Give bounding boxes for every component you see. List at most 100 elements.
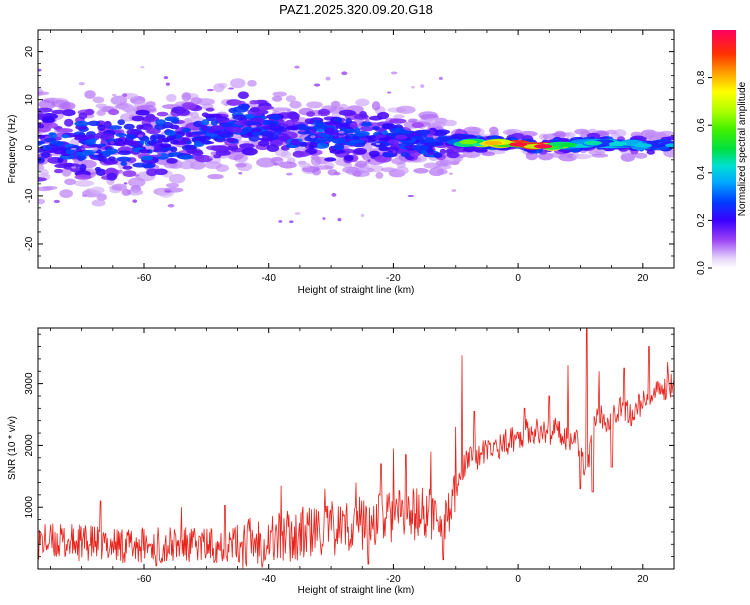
spectrogram-cell: [306, 101, 323, 109]
spectrogram-cell: [204, 161, 222, 170]
spectrogram-speck: [338, 130, 345, 134]
spectrogram-speck: [375, 142, 381, 145]
spectrogram-cell: [53, 148, 64, 155]
spectrogram-peak: [534, 144, 553, 149]
spectrogram-speck: [299, 129, 306, 133]
spectrogram-cell: [38, 157, 45, 164]
spectrogram-cell: [40, 122, 58, 129]
spectrogram-cell: [443, 119, 457, 127]
spectrogram-cell: [59, 189, 73, 199]
spectrogram-cell: [122, 165, 133, 170]
spectrogram-cell: [251, 131, 264, 136]
y-tick-label: 10: [24, 94, 35, 106]
spectrogram-cell: [38, 107, 53, 113]
snr-frame: [37, 327, 675, 570]
spectrogram-cell: [377, 111, 390, 120]
spectrogram-speck: [228, 87, 234, 90]
spectrogram-cell: [116, 156, 132, 162]
spectrogram-speck: [333, 171, 341, 176]
spectrogram-cell: [450, 133, 467, 140]
spectrogram-cell: [84, 90, 96, 99]
y-tick-label: -20: [24, 236, 35, 251]
spectrogram-cell: [278, 161, 297, 169]
spectrogram-cell: [155, 119, 167, 126]
spectrogram-cell: [634, 152, 648, 159]
spectrogram-cell: [235, 162, 247, 168]
spectrogram-cell: [54, 168, 63, 174]
spectrogram-cell: [166, 158, 178, 164]
spectrogram-cell: [136, 124, 144, 130]
spectrogram-cell: [333, 144, 345, 151]
colorbar: 0.0 0.2 0.4 0.6 0.8 Normalized spectral ampl…: [696, 30, 748, 275]
snr-x-ticks: -60 -40 -20 0 20: [50, 328, 675, 585]
spectrogram-cell: [296, 151, 310, 158]
spectrogram-cell: [108, 156, 116, 161]
spectrogram-cell: [342, 166, 360, 174]
spectrogram-speck: [451, 189, 457, 192]
spectrogram-cell: [193, 142, 204, 147]
spectrogram-speck: [367, 159, 371, 162]
spectrogram-cell: [42, 185, 58, 190]
spectrogram-cell: [298, 162, 312, 168]
spectrogram-cell: [286, 112, 300, 120]
x-tick-label: 0: [515, 273, 521, 284]
spectrogram-cell: [553, 130, 566, 139]
spectrogram-cell: [138, 149, 151, 154]
y-tick-label: 1000: [24, 496, 35, 519]
spectrogram-cell: [239, 143, 255, 149]
spectrogram-cell: [395, 134, 408, 140]
spectrogram-cell: [41, 117, 56, 123]
spectrogram-cell: [103, 159, 118, 165]
spectrogram-speck: [387, 91, 392, 94]
spectrogram-cell: [415, 129, 431, 135]
spectrogram-cell: [386, 132, 397, 137]
spectrogram-peak: [459, 139, 478, 145]
y-tick-label: 2000: [24, 434, 35, 457]
spectrogram-cell: [439, 148, 446, 155]
spectrogram-cell: [178, 161, 195, 170]
spectrogram-cell: [38, 134, 46, 139]
spectrogram-cell: [572, 153, 592, 160]
spectrogram-frame: [37, 29, 675, 269]
spectrogram-cell: [342, 128, 357, 134]
spectrogram-cell: [269, 122, 277, 128]
spectrogram-cell: [349, 139, 365, 144]
colorbar-label: Normalized spectral amplitude: [737, 81, 748, 216]
spectrogram-x-ticks: -60 -40 -20 0 20: [50, 30, 675, 284]
spectrogram-cell: [411, 136, 423, 140]
spectrogram-cell: [218, 132, 232, 138]
spectrogram-cell: [408, 118, 417, 123]
spectrogram-speck: [438, 76, 443, 80]
spectrogram-speck: [392, 150, 397, 154]
spectrogram-cell: [89, 186, 105, 195]
spectrogram-speck: [165, 82, 170, 86]
spectrogram-cell: [87, 120, 101, 127]
spectrogram-cell: [343, 135, 351, 139]
spectrogram-cell: [371, 101, 381, 111]
spectrogram-cell: [121, 188, 132, 196]
spectrogram-cell: [474, 148, 488, 153]
spectrogram-cell: [38, 198, 46, 205]
spectrogram-cell: [395, 166, 409, 175]
spectrogram-cell: [325, 121, 340, 126]
spectrogram-cell: [260, 131, 276, 137]
spectrogram-cell: [436, 141, 444, 146]
spectrogram-cell: [314, 122, 327, 130]
spectrogram-cell: [100, 150, 114, 155]
y-tick-label: 0: [24, 145, 35, 151]
spectrogram-peak: [509, 142, 528, 147]
spectrogram-cell: [131, 115, 145, 122]
spectrogram-cell: [229, 78, 246, 89]
spectrogram-speck: [164, 190, 172, 193]
spectrogram-cell: [613, 129, 627, 138]
spectrogram-cell: [413, 168, 429, 174]
spectrogram-cell: [40, 151, 51, 158]
y-tick-label: 20: [24, 46, 35, 58]
spectrogram-peak: [583, 140, 602, 146]
spectrogram-cell: [360, 122, 373, 127]
spectrogram-cell: [586, 132, 601, 139]
spectrogram-cell: [314, 142, 329, 149]
colorbar-ticks: 0.0 0.2 0.4 0.6 0.8: [696, 70, 712, 275]
spectrogram-speck: [273, 163, 280, 166]
